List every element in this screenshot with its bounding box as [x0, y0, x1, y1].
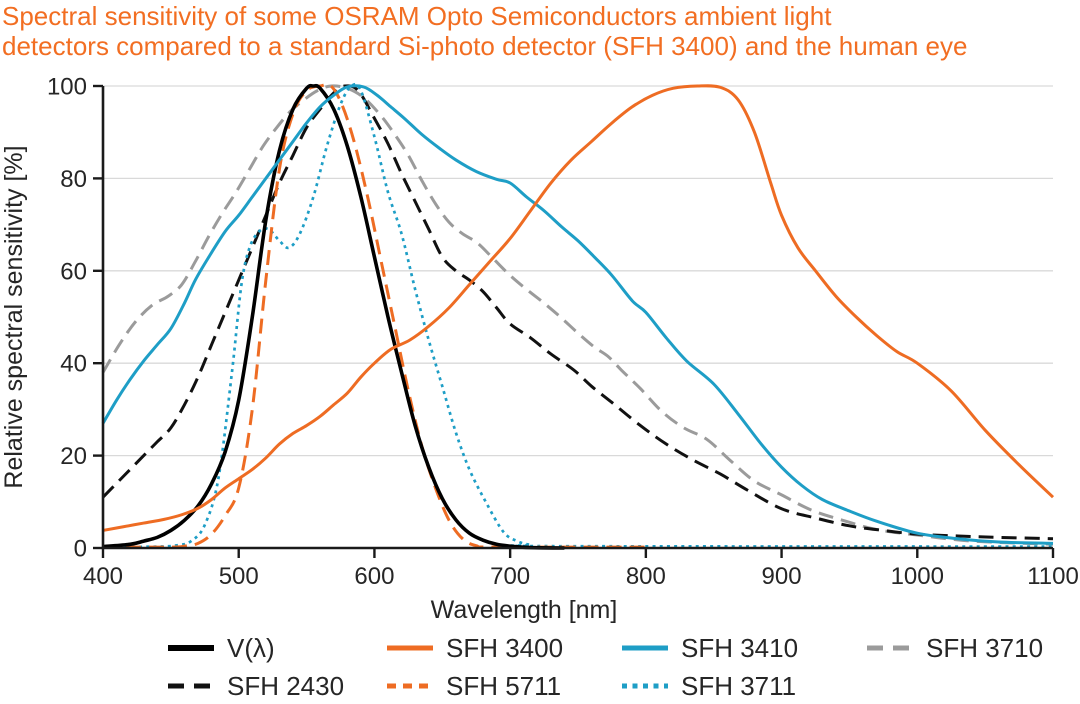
legend-marker-sfh-3711	[622, 683, 668, 689]
x-tick-label-1000: 1000	[891, 563, 944, 590]
series-sfh-3400	[102, 84, 1055, 532]
x-tick-label-1100: 1100	[1027, 563, 1079, 590]
legend-item-sfh-5711: SFH 5711	[387, 670, 561, 702]
series-sfh-2430	[101, 84, 1054, 541]
legend-marker-sfh-2430	[168, 683, 214, 689]
x-tick-label-700: 700	[490, 563, 530, 590]
data-series	[101, 82, 1055, 550]
x-tick-label-900: 900	[762, 563, 802, 590]
legend-marker-sfh-3400	[387, 645, 433, 651]
legend-item-sfh-3400: SFH 3400	[387, 632, 563, 664]
chart-title-line-1: Spectral sensitivity of some OSRAM Opto …	[2, 1, 832, 31]
y-tick-label-100: 100	[47, 74, 87, 101]
axis-ticks	[93, 84, 1055, 558]
legend-marker-sfh-3410	[622, 645, 668, 651]
y-tick-label-40: 40	[60, 351, 87, 378]
legend-item-sfh-3711: SFH 3711	[622, 670, 796, 702]
legend-item-sfh-2430: SFH 2430	[168, 670, 344, 702]
x-tick-label-400: 400	[83, 563, 123, 590]
legend-item-sfh-3410: SFH 3410	[622, 632, 798, 664]
legend-marker-sfh-5711	[387, 683, 433, 689]
legend-label-sfh-3711: SFH 3711	[681, 670, 797, 701]
legend-item-sfh-3710: SFH 3710	[867, 632, 1043, 664]
y-tick-label-80: 80	[60, 166, 87, 193]
x-tick-label-600: 600	[354, 563, 394, 590]
series-sfh-3410	[101, 84, 1054, 545]
legend-marker-v-lambda	[168, 645, 214, 651]
spectral-sensitivity-chart: 0 20 40 60 80 100 400 500 600 700 800 900 1000 1100 R…	[0, 74, 1079, 625]
y-tick-label-20: 20	[60, 443, 87, 470]
series-sfh-3710	[101, 84, 1054, 546]
x-axis-label: Wavelength [nm]	[431, 596, 618, 624]
y-tick-label-0: 0	[74, 536, 87, 563]
x-tick-label-500: 500	[219, 563, 259, 590]
legend-label-sfh-3410: SFH 3410	[681, 632, 799, 663]
series-sfh-5711	[102, 82, 646, 549]
chart-legend: V(λ) SFH 3400 SFH 3410 SFH 3710 SFH 2430 SFH …	[0, 626, 1080, 704]
legend-label-sfh-3400: SFH 3400	[446, 632, 564, 663]
y-tick-label-60: 60	[60, 258, 87, 285]
chart-title-line-2: detectors compared to a standard Si-phot…	[2, 31, 968, 61]
axis-tick-labels: 0 20 40 60 80 100 400 500 600 700 800 900 1000 1100	[47, 74, 1079, 591]
x-tick-label-800: 800	[626, 563, 666, 590]
legend-label-sfh-2430: SFH 2430	[227, 670, 345, 701]
legend-label-sfh-3710: SFH 3710	[926, 632, 1044, 663]
legend-item-v-lambda: V(λ)	[168, 632, 275, 664]
legend-marker-sfh-3710	[867, 645, 913, 651]
gridlines	[103, 85, 1053, 457]
series-v-lambda	[102, 83, 565, 550]
y-axis-label: Relative spectral sensitivity [%]	[0, 145, 28, 488]
chart-title: Spectral sensitivity of some OSRAM Opto …	[2, 1, 1080, 61]
axes	[101, 86, 1053, 550]
legend-label-sfh-5711: SFH 5711	[446, 670, 562, 701]
legend-label-v-lambda: V(λ)	[227, 632, 275, 663]
